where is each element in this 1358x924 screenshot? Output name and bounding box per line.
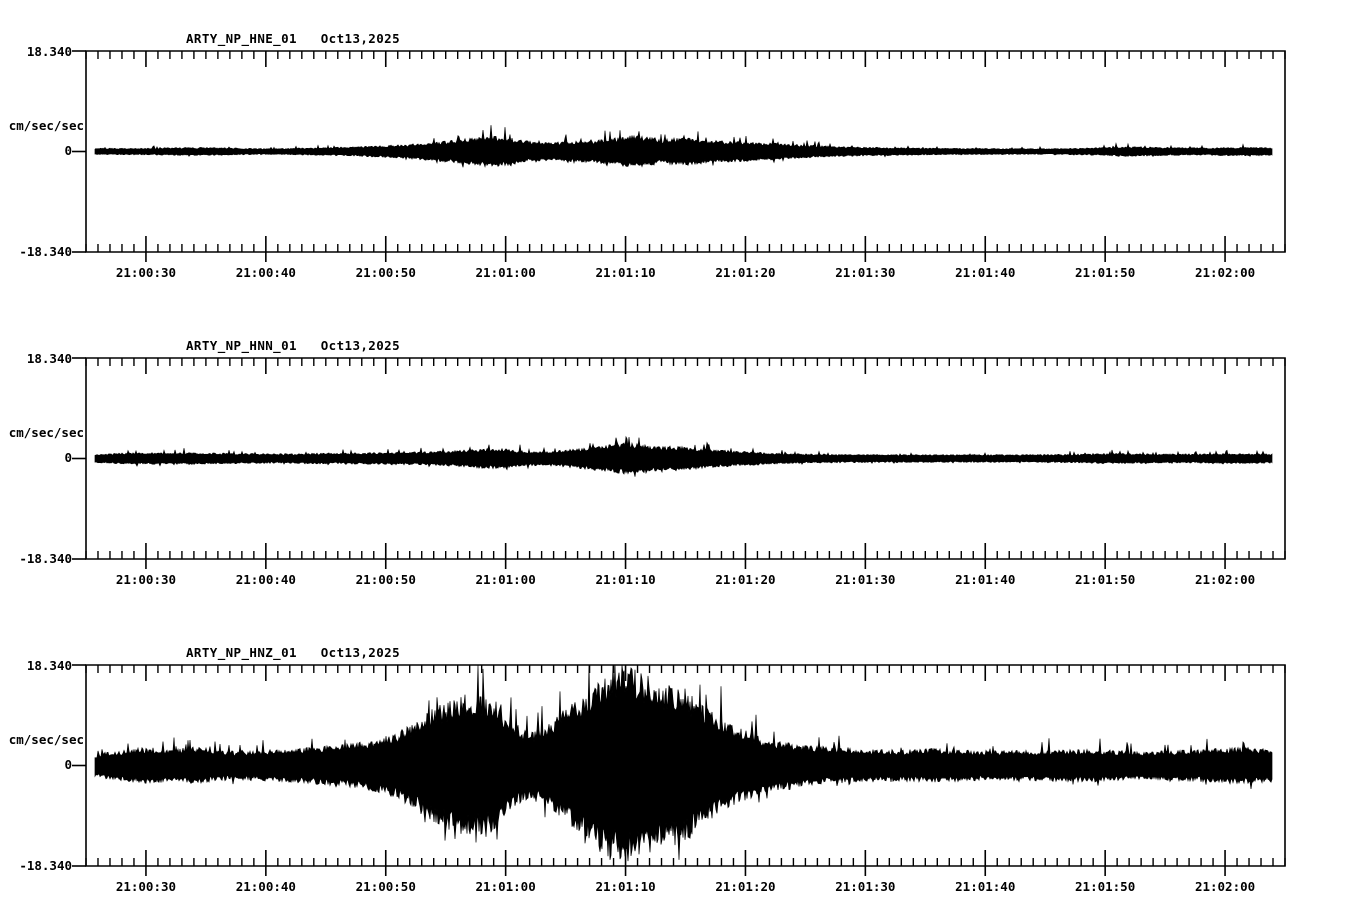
x-axis-tick-label: 21:01:20 <box>715 572 776 587</box>
x-axis-tick-label: 21:01:40 <box>955 879 1016 894</box>
y-axis-min-label-hne: -18.340 <box>19 244 72 259</box>
y-axis-max-label-hnn: 18.340 <box>26 351 72 366</box>
x-axis-tick-label: 21:02:00 <box>1194 265 1256 280</box>
x-axis-tick-label: 21:01:00 <box>475 572 536 587</box>
x-axis-tick-label: 21:02:00 <box>1194 879 1256 894</box>
x-axis-tick-label: 21:00:40 <box>235 572 296 587</box>
x-axis-tick-label: 21:01:10 <box>595 265 656 280</box>
plot-area-hnn <box>72 357 1286 569</box>
x-axis-tick-label: 21:01:20 <box>715 879 776 894</box>
y-axis-zero-label-hnz: 0 <box>64 757 72 772</box>
x-axis-tick-label: 21:01:00 <box>475 265 536 280</box>
panel-title-hnn: ARTY_NP_HNN_01 Oct13,2025 <box>186 338 400 353</box>
x-axis-tick-label: 21:00:30 <box>115 265 177 280</box>
x-axis-tick-label: 21:00:50 <box>355 265 416 280</box>
x-axis-tick-label: 21:01:30 <box>835 879 896 894</box>
seismogram-panel-hne: ARTY_NP_HNE_01 Oct13,2025 18.340 cm/sec/… <box>0 0 1358 300</box>
panel-title-hnz: ARTY_NP_HNZ_01 Oct13,2025 <box>186 645 400 660</box>
y-axis-unit-label-hnn: cm/sec/sec <box>8 425 84 440</box>
y-axis-max-label-hnz: 18.340 <box>26 658 72 673</box>
x-axis-tick-label: 21:01:00 <box>475 879 536 894</box>
x-axis-tick-label: 21:01:30 <box>835 265 896 280</box>
y-axis-min-label-hnz: -18.340 <box>19 858 72 873</box>
y-axis-max-label-hne: 18.340 <box>26 44 72 59</box>
x-axis-tick-label: 21:02:00 <box>1194 572 1256 587</box>
y-axis-zero-label-hne: 0 <box>64 143 72 158</box>
x-axis-tick-label: 21:00:40 <box>235 265 296 280</box>
x-axis-tick-label: 21:01:10 <box>595 572 656 587</box>
seismogram-panel-hnn: ARTY_NP_HNN_01 Oct13,2025 18.340 cm/sec/… <box>0 307 1358 607</box>
y-axis-zero-label-hnn: 0 <box>64 450 72 465</box>
x-axis-tick-label: 21:00:30 <box>115 879 177 894</box>
panel-title-hne: ARTY_NP_HNE_01 Oct13,2025 <box>186 31 400 46</box>
x-axis-tick-label: 21:01:30 <box>835 572 896 587</box>
plot-area-hnz <box>72 664 1286 876</box>
x-axis-tick-label: 21:00:30 <box>115 572 177 587</box>
y-axis-unit-label-hne: cm/sec/sec <box>8 118 84 133</box>
x-axis-tick-label: 21:00:50 <box>355 572 416 587</box>
x-axis-tick-label: 21:00:50 <box>355 879 416 894</box>
x-axis-tick-label: 21:01:40 <box>955 572 1016 587</box>
plot-area-hne <box>72 50 1286 262</box>
x-axis-tick-label: 21:01:40 <box>955 265 1016 280</box>
x-axis-tick-label: 21:01:50 <box>1075 265 1136 280</box>
x-axis-tick-label: 21:01:10 <box>595 879 656 894</box>
waveform-trace <box>94 125 1273 168</box>
x-axis-tick-label: 21:00:40 <box>235 879 296 894</box>
seismogram-panel-hnz: ARTY_NP_HNZ_01 Oct13,2025 18.340 cm/sec/… <box>0 614 1358 924</box>
y-axis-min-label-hnn: -18.340 <box>19 551 72 566</box>
x-axis-tick-label: 21:01:50 <box>1075 879 1136 894</box>
x-axis-tick-label: 21:01:20 <box>715 265 776 280</box>
x-axis-tick-label: 21:01:50 <box>1075 572 1136 587</box>
waveform-trace <box>94 665 1273 862</box>
waveform-trace <box>94 435 1273 477</box>
y-axis-unit-label-hnz: cm/sec/sec <box>8 732 84 747</box>
